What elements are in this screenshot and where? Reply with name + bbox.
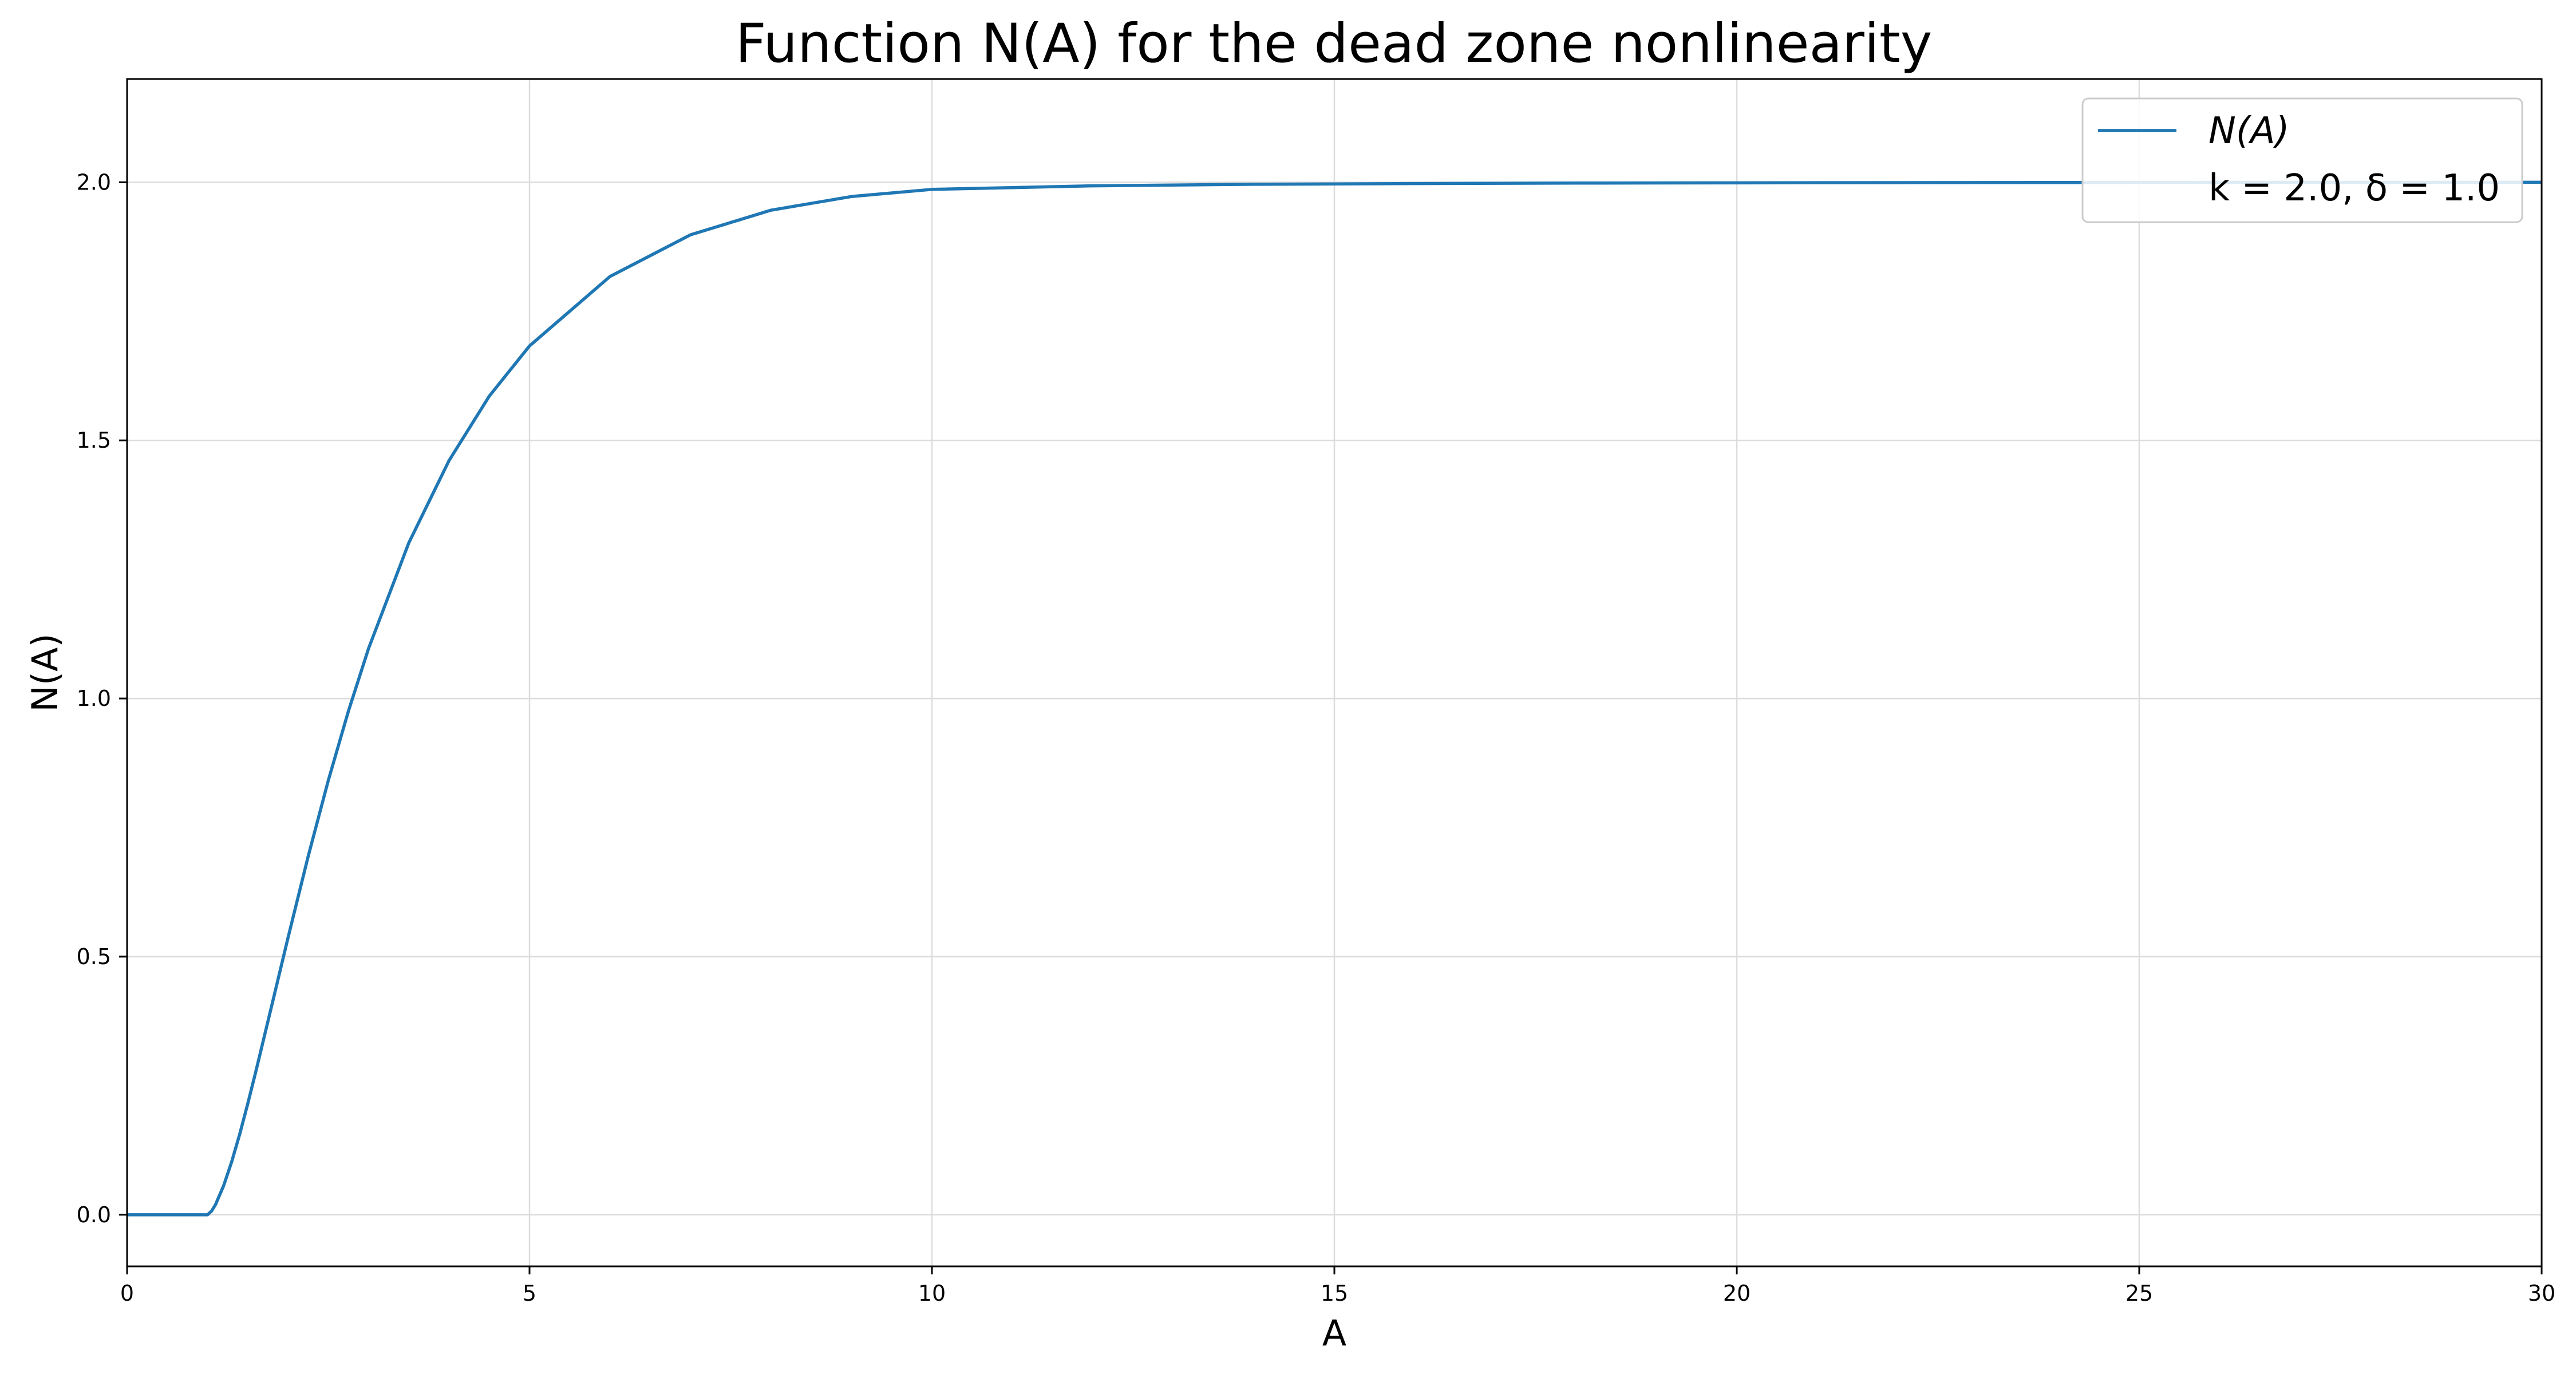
series-line-n-of-a [127, 180, 2542, 1217]
grid [126, 79, 2543, 1266]
x-tick-label: 0 [120, 1281, 134, 1306]
legend-box [2081, 97, 2523, 223]
legend: N(A) k = 2.0, δ = 1.0 [2081, 97, 2523, 223]
plot-frame [126, 78, 2543, 1268]
y-tick-label: 2.0 [77, 169, 111, 195]
y-tick-label: 1.5 [77, 428, 111, 453]
x-tick-label: 25 [2125, 1281, 2153, 1306]
y-axis-label: N(A) [24, 633, 66, 712]
axis-ticks: 0 5 10 15 20 25 30 0.0 0.5 1.0 1.5 2.0 [77, 169, 2556, 1306]
x-tick-label: 15 [1321, 1281, 1348, 1306]
x-tick-label: 20 [1723, 1281, 1751, 1306]
y-tick-label: 0.5 [77, 944, 111, 969]
legend-params-text: k = 2.0, δ = 1.0 [2208, 167, 2500, 210]
x-tick-label: 10 [918, 1281, 946, 1306]
y-tick-label: 1.0 [77, 686, 111, 711]
chart-title: Function N(A) for the dead zone nonlinea… [736, 13, 1933, 75]
x-tick-label: 5 [523, 1281, 536, 1306]
legend-series-label: N(A) [2208, 110, 2290, 152]
x-axis-label: A [1322, 1312, 1346, 1354]
series-layer [127, 180, 2542, 1217]
y-tick-label: 0.0 [77, 1202, 111, 1227]
x-tick-label: 30 [2528, 1281, 2555, 1306]
